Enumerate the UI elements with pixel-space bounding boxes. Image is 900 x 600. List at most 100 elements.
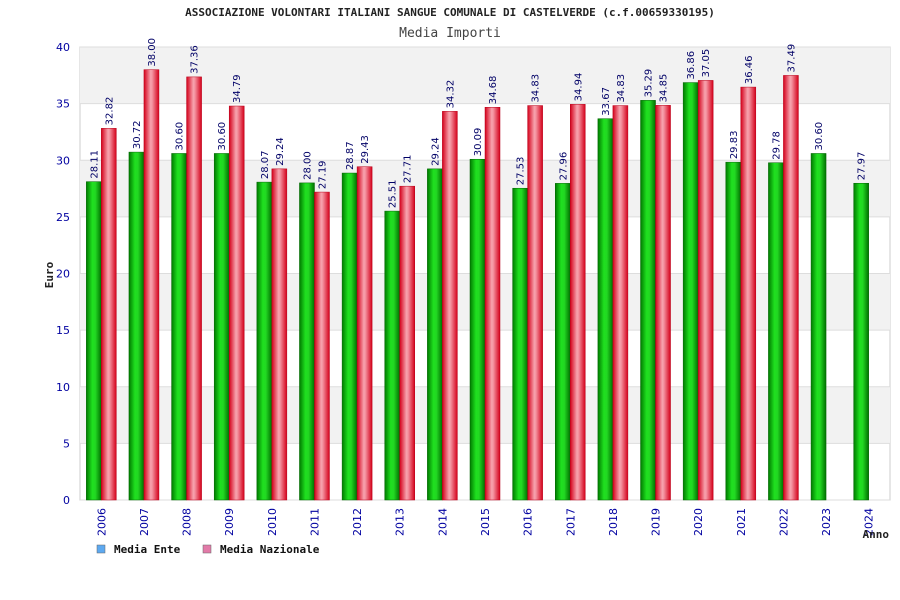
bars bbox=[86, 69, 869, 501]
x-tick-label: 2022 bbox=[777, 508, 790, 536]
data-label: 36.86 bbox=[686, 51, 697, 80]
bar-media-ente bbox=[597, 118, 614, 501]
bar-media-nazionale bbox=[527, 105, 543, 501]
y-tick-label: 20 bbox=[56, 268, 70, 281]
y-axis-label: Euro bbox=[43, 261, 56, 288]
bar-media-nazionale bbox=[697, 80, 714, 501]
data-label: 34.79 bbox=[232, 74, 243, 103]
bar-media-ente bbox=[512, 187, 528, 501]
bar-media-nazionale bbox=[101, 128, 117, 501]
x-tick-label: 2006 bbox=[95, 508, 108, 536]
x-tick-label: 2018 bbox=[607, 508, 620, 536]
data-label: 34.83 bbox=[531, 74, 542, 103]
bar-media-ente bbox=[682, 82, 699, 501]
bar-media-nazionale bbox=[356, 166, 373, 501]
bar-media-nazionale bbox=[143, 69, 160, 501]
bar-media-ente bbox=[853, 182, 869, 501]
data-label: 30.60 bbox=[814, 122, 825, 151]
bar-media-nazionale bbox=[228, 105, 245, 501]
x-axis-label: Anno bbox=[863, 528, 890, 541]
data-label: 34.68 bbox=[488, 76, 499, 105]
data-label: 37.05 bbox=[701, 49, 712, 78]
x-tick-label: 2011 bbox=[308, 508, 321, 536]
y-tick-label: 30 bbox=[56, 154, 70, 167]
data-label: 27.97 bbox=[857, 152, 868, 181]
x-tick-label: 2007 bbox=[138, 508, 151, 536]
data-label: 29.83 bbox=[729, 131, 740, 160]
data-label: 29.43 bbox=[360, 135, 371, 164]
x-tick-label: 2017 bbox=[564, 508, 577, 536]
data-label: 30.09 bbox=[473, 128, 484, 157]
bar-media-ente bbox=[640, 100, 656, 501]
bar-media-ente bbox=[299, 182, 315, 501]
bar-media-ente bbox=[768, 162, 784, 501]
bar-media-ente bbox=[213, 153, 230, 501]
legend-label-media-ente: Media Ente bbox=[114, 543, 181, 556]
data-labels: 28.11 32.82 30.72 38.00 30.60 37.36 30.60 34.79… bbox=[89, 38, 867, 208]
data-label: 29.78 bbox=[771, 131, 782, 160]
data-label: 34.83 bbox=[616, 74, 627, 103]
data-label: 28.11 bbox=[89, 150, 100, 179]
x-tick-label: 2012 bbox=[351, 508, 364, 536]
data-label: 34.32 bbox=[445, 80, 456, 109]
data-label: 30.60 bbox=[217, 122, 228, 151]
bar-media-ente bbox=[427, 168, 443, 501]
y-tick-label: 35 bbox=[56, 98, 70, 111]
data-label: 30.60 bbox=[175, 122, 186, 151]
y-axis-ticks: 0 5 10 15 20 25 30 35 40 bbox=[56, 41, 70, 507]
data-label: 34.85 bbox=[659, 74, 670, 103]
data-label: 25.51 bbox=[388, 179, 399, 208]
data-label: 27.71 bbox=[403, 155, 414, 184]
data-label: 38.00 bbox=[147, 38, 158, 67]
data-label: 28.00 bbox=[302, 151, 313, 180]
bar-media-nazionale bbox=[740, 86, 757, 501]
y-tick-label: 10 bbox=[56, 381, 70, 394]
x-tick-label: 2015 bbox=[479, 508, 492, 536]
data-label: 34.94 bbox=[573, 73, 584, 102]
y-tick-label: 5 bbox=[63, 437, 70, 450]
y-tick-label: 0 bbox=[63, 494, 70, 507]
bar-media-ente bbox=[810, 153, 827, 501]
data-label: 29.24 bbox=[275, 137, 286, 166]
y-tick-label: 40 bbox=[56, 41, 70, 54]
data-label: 29.24 bbox=[430, 137, 441, 166]
data-label: 37.36 bbox=[190, 45, 201, 74]
x-tick-label: 2009 bbox=[223, 508, 236, 536]
bar-media-nazionale bbox=[314, 191, 330, 501]
x-tick-label: 2019 bbox=[650, 508, 663, 536]
x-tick-label: 2021 bbox=[735, 508, 748, 536]
data-label: 27.96 bbox=[558, 152, 569, 181]
bar-media-ente bbox=[171, 153, 187, 501]
bar-media-ente bbox=[384, 210, 400, 501]
bar-media-ente bbox=[256, 181, 273, 501]
bar-media-nazionale bbox=[271, 168, 288, 501]
legend-label-media-nazionale: Media Nazionale bbox=[220, 543, 320, 556]
x-tick-label: 2008 bbox=[181, 508, 194, 536]
legend: Media Ente Media Nazionale bbox=[96, 543, 320, 556]
data-label: 33.67 bbox=[601, 87, 612, 116]
bar-media-nazionale bbox=[570, 104, 586, 501]
bar-media-ente bbox=[469, 158, 486, 501]
bar-media-nazionale bbox=[484, 106, 501, 501]
bar-media-nazionale bbox=[655, 105, 671, 501]
legend-swatch-media-ente bbox=[96, 544, 106, 554]
legend-swatch-media-nazionale bbox=[202, 544, 212, 554]
bar-media-ente bbox=[128, 151, 145, 501]
chart-subtitle: Media Importi bbox=[399, 26, 501, 41]
x-tick-label: 2024 bbox=[863, 508, 876, 536]
bar-media-ente bbox=[86, 181, 102, 501]
chart-title: ASSOCIAZIONE VOLONTARI ITALIANI SANGUE C… bbox=[185, 6, 715, 19]
x-axis-ticks: 2006 2007 2008 2009 2010 2011 2012 2013 2014 2015… bbox=[95, 508, 875, 536]
data-label: 32.82 bbox=[104, 97, 115, 126]
data-label: 36.46 bbox=[744, 55, 755, 84]
y-tick-label: 25 bbox=[56, 211, 70, 224]
bar-media-nazionale bbox=[399, 185, 415, 501]
bar-media-nazionale bbox=[186, 76, 202, 501]
data-label: 27.19 bbox=[317, 160, 328, 189]
x-tick-label: 2010 bbox=[266, 508, 279, 536]
x-tick-label: 2023 bbox=[820, 508, 833, 536]
data-label: 28.87 bbox=[345, 141, 356, 170]
bar-media-ente bbox=[725, 161, 742, 501]
data-label: 28.07 bbox=[260, 150, 271, 179]
